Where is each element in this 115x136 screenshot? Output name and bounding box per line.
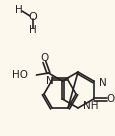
Text: O: O: [40, 53, 48, 63]
Text: N: N: [98, 78, 105, 88]
Text: HO: HO: [12, 70, 28, 80]
Text: H: H: [15, 5, 23, 15]
Text: NH: NH: [82, 101, 98, 111]
Text: O: O: [28, 12, 37, 22]
Text: H: H: [29, 25, 37, 35]
Text: O: O: [106, 94, 114, 104]
Text: N: N: [46, 76, 53, 86]
